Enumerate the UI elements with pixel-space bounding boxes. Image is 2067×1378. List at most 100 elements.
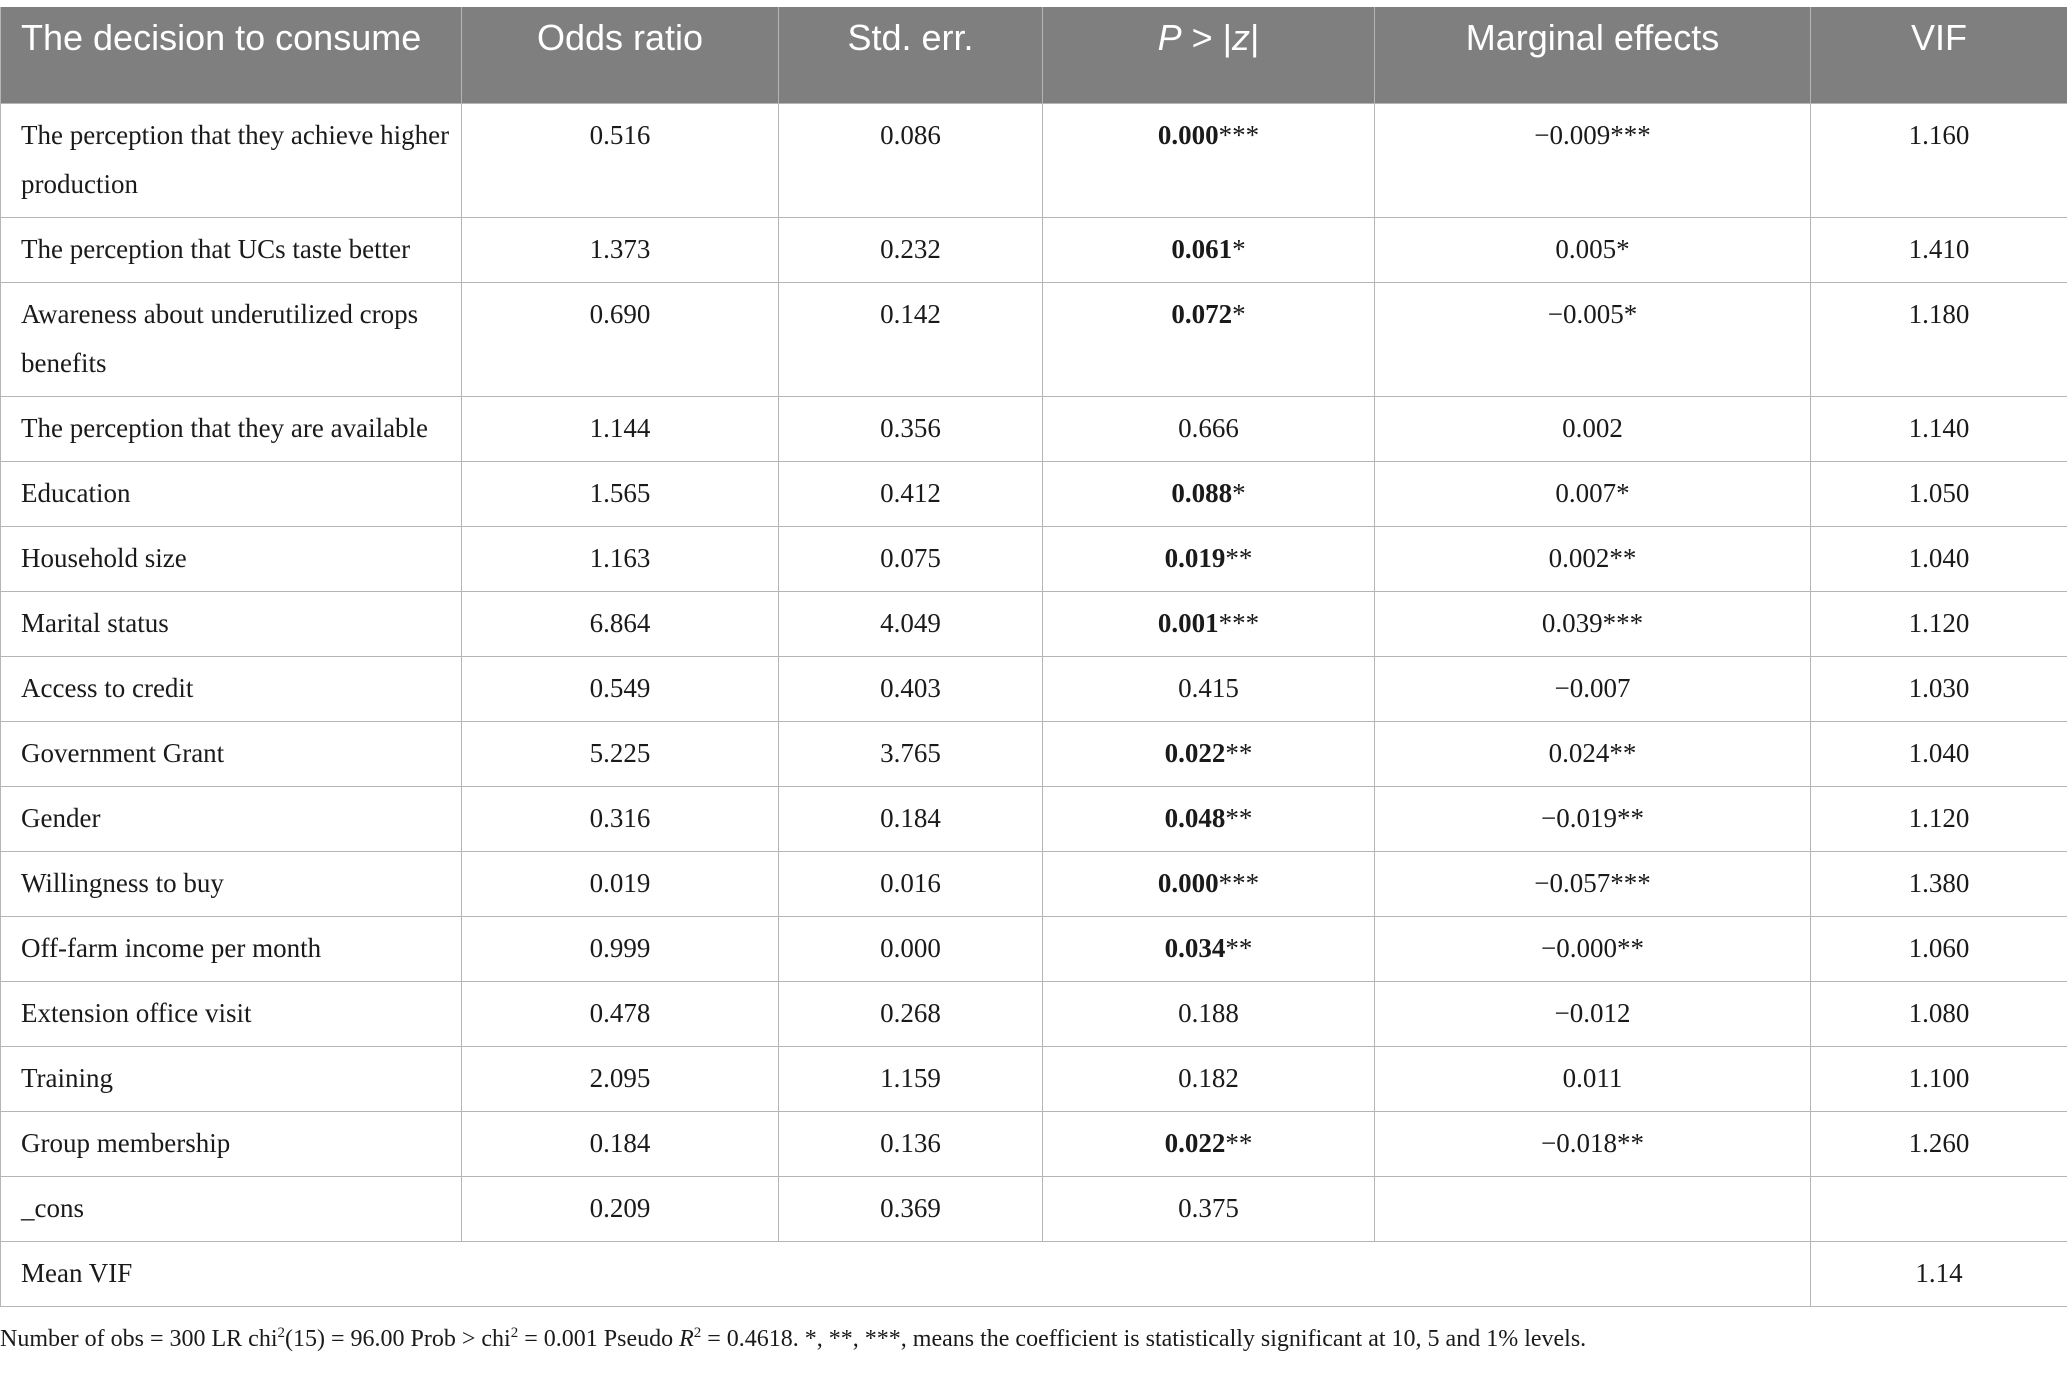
p-value-stars: * <box>1232 477 1246 508</box>
cell-p-value: 0.072* <box>1042 281 1375 397</box>
cell-vif: 1.060 <box>1810 915 2067 982</box>
cell-odds-ratio: 1.163 <box>461 525 779 592</box>
cell-std-err: 3.765 <box>778 720 1043 787</box>
regression-table: The decision to consume Odds ratio Std. … <box>0 7 2067 1307</box>
cell-variable: Training <box>0 1045 462 1112</box>
cell-variable: Government Grant <box>0 720 462 787</box>
table-row: Government Grant 5.225 3.765 0.022** 0.024**… <box>0 720 2067 787</box>
cell-vif: 1.080 <box>1810 980 2067 1047</box>
p-value-bold: 0.001 <box>1157 607 1219 638</box>
note-sup-2: 2 <box>510 1325 519 1341</box>
table-row: Extension office visit 0.478 0.268 0.188 −0.… <box>0 980 2067 1047</box>
cell-odds-ratio: 1.144 <box>461 395 779 462</box>
cell-std-err: 0.232 <box>778 216 1043 283</box>
cell-marginal-effects: −0.000** <box>1374 915 1811 982</box>
cell-variable: _cons <box>0 1175 462 1242</box>
p-value-stars: *** <box>1218 607 1260 638</box>
cell-vif: 1.380 <box>1810 850 2067 917</box>
cell-variable: Access to credit <box>0 655 462 722</box>
cell-vif: 1.160 <box>1810 102 2067 218</box>
cell-variable: Extension office visit <box>0 980 462 1047</box>
p-value-stars: * <box>1232 298 1246 329</box>
cell-odds-ratio: 0.478 <box>461 980 779 1047</box>
cell-p-value: 0.022** <box>1042 720 1375 787</box>
cell-std-err: 1.159 <box>778 1045 1043 1112</box>
p-value-bold: 0.088 <box>1171 477 1233 508</box>
cell-vif: 1.180 <box>1810 281 2067 397</box>
p-value-bold: 0.048 <box>1164 802 1226 833</box>
table-row: The perception that they are available 1.… <box>0 395 2067 462</box>
p-value-stars: ** <box>1225 802 1253 833</box>
cell-variable: Group membership <box>0 1110 462 1177</box>
p-value-bold: 0.022 <box>1164 737 1226 768</box>
table-row: Group membership 0.184 0.136 0.022** −0.018*… <box>0 1110 2067 1177</box>
cell-p-value: 0.182 <box>1042 1045 1375 1112</box>
p-value-bold: 0.019 <box>1164 542 1226 573</box>
cell-std-err: 0.184 <box>778 785 1043 852</box>
cell-vif: 1.100 <box>1810 1045 2067 1112</box>
p-value-stars: * <box>1232 233 1246 264</box>
note-part-2: (15) = 96.00 Prob > chi <box>285 1326 511 1352</box>
cell-std-err: 0.075 <box>778 525 1043 592</box>
p-value-bold: 0.034 <box>1164 932 1226 963</box>
p-value-stars: *** <box>1218 867 1260 898</box>
cell-marginal-effects: 0.002 <box>1374 395 1811 462</box>
cell-variable: The perception that UCs taste better <box>0 216 462 283</box>
p-value-bold: 0.000 <box>1157 867 1219 898</box>
table-row: Off-farm income per month 0.999 0.000 0.034… <box>0 915 2067 982</box>
cell-odds-ratio: 5.225 <box>461 720 779 787</box>
cell-vif: 1.040 <box>1810 525 2067 592</box>
cell-marginal-effects: 0.002** <box>1374 525 1811 592</box>
cell-odds-ratio: 6.864 <box>461 590 779 657</box>
cell-vif: 1.410 <box>1810 216 2067 283</box>
header-p-middle: > | <box>1181 17 1233 58</box>
cell-p-value: 0.375 <box>1042 1175 1375 1242</box>
cell-std-err: 0.142 <box>778 281 1043 397</box>
p-value-bold: 0.022 <box>1164 1127 1226 1158</box>
header-variable: The decision to consume <box>0 7 462 104</box>
p-value-stars: *** <box>1218 119 1260 150</box>
p-value-stars: ** <box>1225 737 1253 768</box>
cell-std-err: 0.369 <box>778 1175 1043 1242</box>
header-p-value: P > |z| <box>1042 7 1375 104</box>
cell-p-value: 0.000*** <box>1042 102 1375 218</box>
note-part-4: = 0.4618. *, **, ***, means the coeffici… <box>701 1326 1587 1352</box>
cell-p-value: 0.034** <box>1042 915 1375 982</box>
cell-variable: Willingness to buy <box>0 850 462 917</box>
header-std-err: Std. err. <box>778 7 1043 104</box>
table-row: Awareness about underutilized crops bene… <box>0 281 2067 397</box>
cell-marginal-effects: 0.024** <box>1374 720 1811 787</box>
cell-variable: Awareness about underutilized crops bene… <box>0 281 462 397</box>
cell-marginal-effects: 0.039*** <box>1374 590 1811 657</box>
cell-variable: Household size <box>0 525 462 592</box>
table-row: Willingness to buy 0.019 0.016 0.000*** −0.0… <box>0 850 2067 917</box>
cell-marginal-effects: 0.007* <box>1374 460 1811 527</box>
cell-std-err: 0.403 <box>778 655 1043 722</box>
table-body: The perception that they achieve higher … <box>0 102 2067 1242</box>
cell-odds-ratio: 0.316 <box>461 785 779 852</box>
note-r-letter: R <box>679 1326 694 1352</box>
table-row: Marital status 6.864 4.049 0.001*** 0.039***… <box>0 590 2067 657</box>
header-odds-ratio: Odds ratio <box>461 7 779 104</box>
cell-variable: Gender <box>0 785 462 852</box>
cell-vif: 1.030 <box>1810 655 2067 722</box>
cell-marginal-effects: −0.005* <box>1374 281 1811 397</box>
table-row: The perception that they achieve higher … <box>0 102 2067 218</box>
table-row: _cons 0.209 0.369 0.375 <box>0 1175 2067 1242</box>
cell-std-err: 0.136 <box>778 1110 1043 1177</box>
cell-marginal-effects: −0.007 <box>1374 655 1811 722</box>
cell-p-value: 0.000*** <box>1042 850 1375 917</box>
table-row: Training 2.095 1.159 0.182 0.011 1.100 <box>0 1045 2067 1112</box>
cell-odds-ratio: 0.209 <box>461 1175 779 1242</box>
cell-odds-ratio: 0.690 <box>461 281 779 397</box>
cell-p-value: 0.001*** <box>1042 590 1375 657</box>
header-marginal-effects: Marginal effects <box>1374 7 1811 104</box>
cell-p-value: 0.088* <box>1042 460 1375 527</box>
cell-odds-ratio: 0.019 <box>461 850 779 917</box>
cell-p-value: 0.188 <box>1042 980 1375 1047</box>
cell-vif: 1.260 <box>1810 1110 2067 1177</box>
cell-vif: 1.120 <box>1810 590 2067 657</box>
header-p-letter: P <box>1157 17 1182 58</box>
cell-std-err: 0.268 <box>778 980 1043 1047</box>
cell-vif: 1.140 <box>1810 395 2067 462</box>
